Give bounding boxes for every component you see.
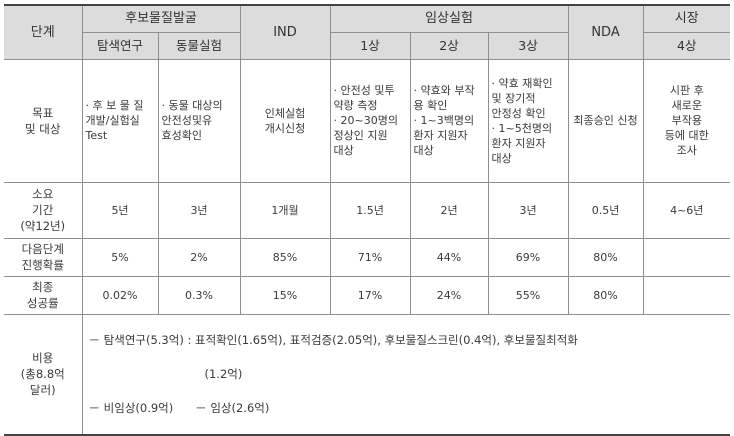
table-row-goal: 목표 및 대상 · 후 보 물 질 개발/실험실 Test · 동물 대상의 안… <box>4 58 731 183</box>
cost-line-preclinical-clinical: － 비임상(0.9억) － 임상(2.6억) <box>88 400 270 415</box>
table-row-cost: 비용 (총8.8억 달러) － 탐색연구(5.3억) : 표적확인(1.65억)… <box>4 313 731 436</box>
cell-duration-nda: 0.5년 <box>567 181 644 239</box>
cell-final-phase3: 55% <box>487 275 569 315</box>
row-label-next-probability: 다음단계 진행확률 <box>4 237 83 277</box>
row-label-duration: 소요 기간 (약12년) <box>4 181 83 239</box>
header-nda: NDA <box>567 4 644 60</box>
cell-goal-phase3: · 약효 재확인 및 장기적 안정성 확인 · 1~5천명의 환자 지원자 대상 <box>487 58 569 183</box>
cell-final-exploration: 0.02% <box>81 275 159 315</box>
cell-duration-phase2: 2년 <box>409 181 489 239</box>
cell-goal-phase4: 시판 후 새로운 부작용 등에 대한 조사 <box>642 58 731 183</box>
cell-final-nda: 80% <box>567 275 644 315</box>
cell-final-phase2: 24% <box>409 275 489 315</box>
row-label-cost: 비용 (총8.8억 달러) <box>4 313 83 436</box>
header-exploration: 탐색연구 <box>82 31 159 60</box>
cell-goal-nda: 최종승인 신청 <box>567 58 644 183</box>
header-phase3: 3상 <box>487 31 569 60</box>
cell-next-phase3: 69% <box>487 237 569 277</box>
header-market: 시장 <box>642 4 731 33</box>
table-row-final-success: 최종 성공률 0.02% 0.3% 15% 17% 24% 55% 80% <box>4 275 731 315</box>
header-animal: 동물실험 <box>157 31 241 60</box>
drug-development-table: 단계 후보물질발굴 IND 임상실험 NDA 시장 탐색연구 동물실험 1상 2… <box>4 4 731 436</box>
cell-final-phase4 <box>642 275 731 315</box>
cell-goal-exploration: · 후 보 물 질 개발/실험실 Test <box>81 58 159 183</box>
cell-next-phase1: 71% <box>329 237 411 277</box>
header-clinical-trials: 임상실험 <box>329 4 569 33</box>
cell-duration-phase3: 3년 <box>487 181 569 239</box>
row-label-final-success: 최종 성공률 <box>4 275 83 315</box>
cell-next-phase4 <box>642 237 731 277</box>
cell-duration-animal: 3년 <box>157 181 241 239</box>
cell-next-phase2: 44% <box>409 237 489 277</box>
cell-duration-exploration: 5년 <box>81 181 159 239</box>
cell-duration-ind: 1개월 <box>239 181 331 239</box>
header-phase2: 2상 <box>409 31 489 60</box>
cell-next-animal: 2% <box>157 237 241 277</box>
cell-next-nda: 80% <box>567 237 644 277</box>
cell-duration-phase1: 1.5년 <box>329 181 411 239</box>
table-row-next-probability: 다음단계 진행확률 5% 2% 85% 71% 44% 69% 80% <box>4 237 731 277</box>
header-phase1: 1상 <box>329 31 411 60</box>
cell-duration-phase4: 4~6년 <box>642 181 731 239</box>
cost-line-exploration: － 탐색연구(5.3억) : 표적확인(1.65억), 표적검증(2.05억),… <box>88 332 578 347</box>
row-label-goal: 목표 및 대상 <box>4 58 83 183</box>
header-phase4: 4상 <box>642 31 731 60</box>
cell-final-ind: 15% <box>239 275 331 315</box>
cell-next-ind: 85% <box>239 237 331 277</box>
header-ind: IND <box>239 4 331 60</box>
cell-final-animal: 0.3% <box>157 275 241 315</box>
cell-goal-phase1: · 안전성 및투 약량 측정 · 20~30명의 정상인 지원 대상 <box>329 58 411 183</box>
header-candidate-discovery: 후보물질발굴 <box>81 4 241 33</box>
table-row-duration: 소요 기간 (약12년) 5년 3년 1개월 1.5년 2년 3년 0.5년 4… <box>4 181 731 239</box>
cell-cost-breakdown: － 탐색연구(5.3억) : 표적확인(1.65억), 표적검증(2.05억),… <box>81 313 731 436</box>
cell-final-phase1: 17% <box>329 275 411 315</box>
cost-line-exploration-continued: (1.2억) <box>204 366 243 381</box>
header-stage: 단계 <box>4 4 83 60</box>
cell-goal-animal: · 동물 대상의 안전성및유 효성확인 <box>157 58 241 183</box>
cell-goal-phase2: · 약효와 부작 용 확인 · 1~3백명의 환자 지원자 대상 <box>409 58 489 183</box>
cell-next-exploration: 5% <box>81 237 159 277</box>
cell-goal-ind: 인체실험 개시신청 <box>239 58 331 183</box>
